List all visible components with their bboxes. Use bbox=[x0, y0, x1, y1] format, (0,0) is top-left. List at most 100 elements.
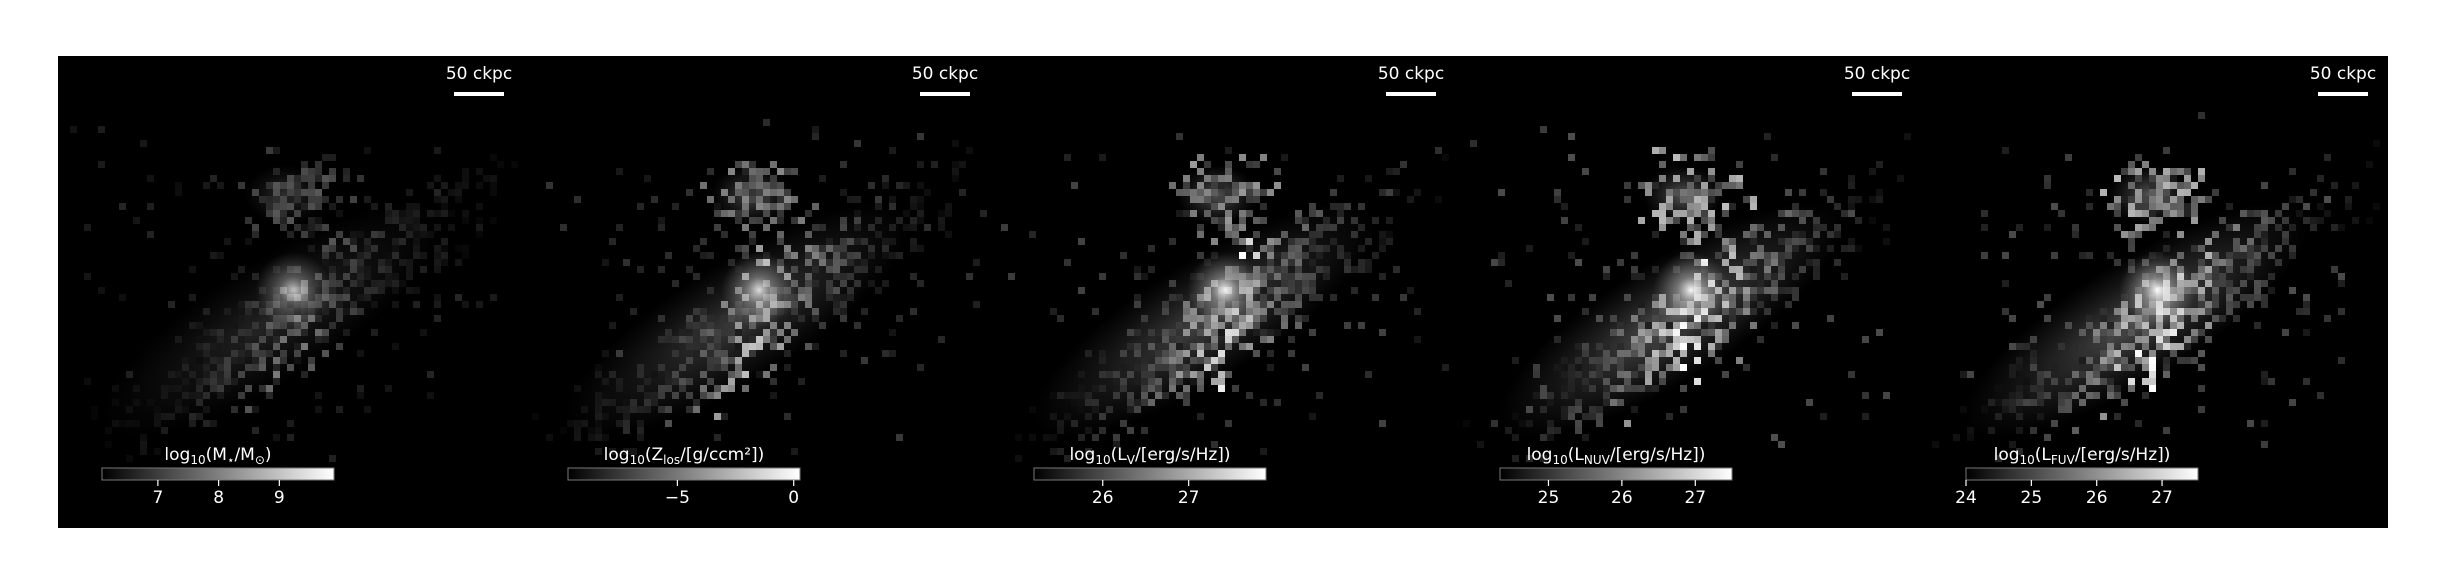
pixel bbox=[2233, 287, 2240, 294]
pixel bbox=[826, 266, 833, 273]
pixel bbox=[385, 266, 392, 273]
pixel bbox=[315, 175, 322, 182]
pixel bbox=[217, 364, 224, 371]
pixel bbox=[1092, 434, 1099, 441]
pixel bbox=[1827, 245, 1834, 252]
pixel bbox=[2093, 392, 2100, 399]
pixel bbox=[1680, 210, 1687, 217]
pixel bbox=[693, 322, 700, 329]
pixel bbox=[1435, 196, 1442, 203]
pixel bbox=[252, 322, 259, 329]
pixel bbox=[805, 273, 812, 280]
pixel bbox=[1897, 175, 1904, 182]
pixel bbox=[1134, 378, 1141, 385]
pixel bbox=[2198, 266, 2205, 273]
pixel bbox=[749, 196, 756, 203]
pixel bbox=[1218, 224, 1225, 231]
pixel bbox=[2107, 378, 2114, 385]
core bbox=[255, 252, 331, 328]
pixel bbox=[1232, 385, 1239, 392]
pixel bbox=[2051, 420, 2058, 427]
pixel bbox=[1512, 455, 1519, 462]
pixel bbox=[1603, 266, 1610, 273]
pixel bbox=[1568, 413, 1575, 420]
pixel bbox=[1659, 175, 1666, 182]
pixel bbox=[1302, 252, 1309, 259]
pixel bbox=[476, 301, 483, 308]
pixel bbox=[84, 378, 91, 385]
pixel bbox=[2114, 224, 2121, 231]
pixel bbox=[2114, 175, 2121, 182]
pixel bbox=[714, 357, 721, 364]
pixel bbox=[896, 182, 903, 189]
pixel bbox=[2086, 203, 2093, 210]
pixel bbox=[1386, 217, 1393, 224]
pixel bbox=[434, 175, 441, 182]
pixel bbox=[1141, 315, 1148, 322]
pixel bbox=[2324, 210, 2331, 217]
pixel bbox=[1610, 385, 1617, 392]
pixel bbox=[1113, 441, 1120, 448]
pixel bbox=[1309, 287, 1316, 294]
pixel bbox=[1575, 343, 1582, 350]
pixel bbox=[1274, 252, 1281, 259]
pixel bbox=[1183, 385, 1190, 392]
pixel bbox=[1659, 161, 1666, 168]
pixel bbox=[2072, 224, 2079, 231]
pixel bbox=[2177, 182, 2184, 189]
pixel bbox=[1260, 301, 1267, 308]
pixel bbox=[1477, 441, 1484, 448]
pixel bbox=[875, 231, 882, 238]
pixel bbox=[1267, 364, 1274, 371]
pixel bbox=[238, 315, 245, 322]
pixel bbox=[1554, 336, 1561, 343]
pixel bbox=[1540, 434, 1547, 441]
pixel bbox=[1141, 427, 1148, 434]
pixel bbox=[721, 350, 728, 357]
pixel bbox=[1127, 399, 1134, 406]
pixel bbox=[1309, 245, 1316, 252]
pixel bbox=[1554, 315, 1561, 322]
pixel bbox=[1141, 378, 1148, 385]
pixel bbox=[1750, 266, 1757, 273]
pixel bbox=[1316, 252, 1323, 259]
pixel bbox=[1729, 245, 1736, 252]
pixel bbox=[1687, 224, 1694, 231]
pixel bbox=[266, 147, 273, 154]
pixel bbox=[1687, 196, 1694, 203]
label-text: (L bbox=[2035, 445, 2052, 465]
pixel bbox=[273, 196, 280, 203]
pixel bbox=[357, 280, 364, 287]
pixel bbox=[791, 329, 798, 336]
pixel bbox=[2156, 343, 2163, 350]
pixel bbox=[658, 315, 665, 322]
pixel bbox=[2128, 343, 2135, 350]
pixel bbox=[1190, 189, 1197, 196]
pixel bbox=[875, 196, 882, 203]
pixel bbox=[2205, 301, 2212, 308]
pixel bbox=[2086, 350, 2093, 357]
pixel bbox=[413, 203, 420, 210]
pixel bbox=[2233, 238, 2240, 245]
pixel bbox=[693, 343, 700, 350]
core bbox=[1187, 252, 1263, 328]
pixel bbox=[714, 434, 721, 441]
pixel bbox=[2142, 329, 2149, 336]
pixel bbox=[2233, 315, 2240, 322]
pixel bbox=[2135, 350, 2142, 357]
pixel bbox=[1624, 196, 1631, 203]
pixel bbox=[770, 189, 777, 196]
pixel bbox=[392, 280, 399, 287]
pixel bbox=[1071, 182, 1078, 189]
pixel bbox=[2156, 217, 2163, 224]
pixel bbox=[315, 217, 322, 224]
pixel bbox=[1295, 287, 1302, 294]
pixel bbox=[819, 259, 826, 266]
pixel bbox=[2051, 203, 2058, 210]
colorbar bbox=[1499, 467, 1733, 481]
pixel bbox=[399, 238, 406, 245]
pixel bbox=[2261, 294, 2268, 301]
pixel bbox=[154, 413, 161, 420]
pixel bbox=[1687, 203, 1694, 210]
pixel bbox=[1274, 329, 1281, 336]
